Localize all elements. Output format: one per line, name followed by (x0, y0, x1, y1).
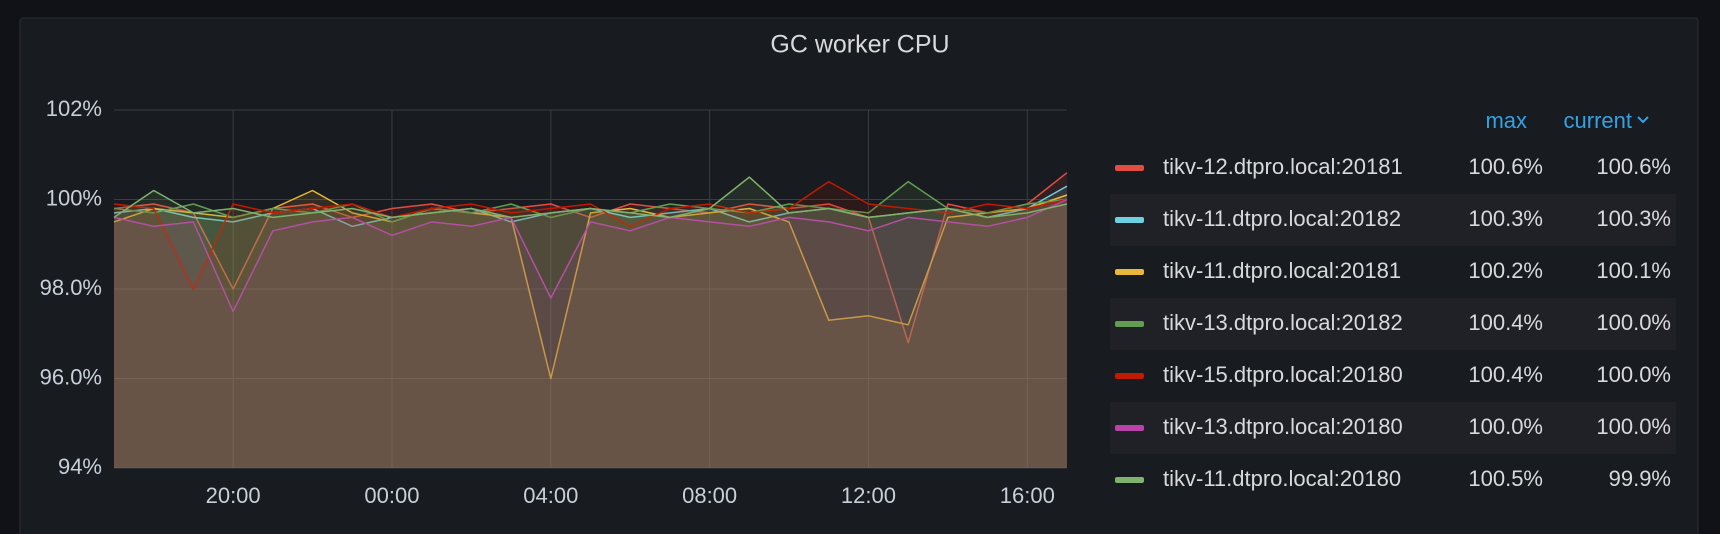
series-area (114, 181, 1067, 468)
x-tick-label: 16:00 (1000, 483, 1055, 508)
legend-swatch (1115, 269, 1144, 275)
legend-label[interactable]: tikv-11.dtpro.local:20182 (1163, 206, 1401, 231)
chart-title: GC worker CPU (770, 31, 949, 59)
legend-max: 100.0% (1468, 414, 1543, 439)
legend-row-band (1110, 194, 1676, 246)
legend-rows: tikv-12.dtpro.local:20181 100.6% 100.6% tik… (1110, 154, 1676, 491)
legend-swatch (1115, 477, 1144, 483)
x-tick-label: 08:00 (682, 483, 737, 508)
legend-swatch (1115, 165, 1144, 171)
legend-max: 100.6% (1468, 154, 1543, 179)
legend-current: 100.0% (1596, 414, 1671, 439)
series-area (114, 190, 1067, 468)
legend-current: 100.6% (1596, 154, 1671, 179)
legend-label[interactable]: tikv-15.dtpro.local:20180 (1163, 362, 1403, 387)
legend-max: 100.2% (1468, 258, 1543, 283)
legend-label[interactable]: tikv-12.dtpro.local:20181 (1163, 154, 1403, 179)
legend-label[interactable]: tikv-13.dtpro.local:20182 (1163, 310, 1403, 335)
legend-swatch (1115, 321, 1144, 327)
legend-current: 99.9% (1609, 466, 1671, 491)
legend-max: 100.5% (1468, 466, 1543, 491)
series-area (114, 199, 1067, 468)
y-tick-label: 98.0% (40, 275, 102, 300)
series-line (113, 176, 1068, 219)
legend-current: 100.0% (1596, 362, 1671, 387)
legend-row-band (1110, 298, 1676, 350)
legend-label[interactable]: tikv-11.dtpro.local:20181 (1163, 258, 1401, 283)
legend-row-band (1110, 402, 1676, 454)
legend-label[interactable]: tikv-13.dtpro.local:20180 (1163, 414, 1403, 439)
x-tick-label: 20:00 (206, 483, 261, 508)
series-line (113, 180, 1068, 290)
grid (114, 109, 1067, 469)
legend-current: 100.1% (1596, 258, 1671, 283)
legend-max: 100.4% (1468, 310, 1543, 335)
legend-current: 100.3% (1596, 206, 1671, 231)
legend-max: 100.3% (1468, 206, 1543, 231)
y-tick-label: 100% (46, 185, 102, 210)
legend-label[interactable]: tikv-11.dtpro.local:20180 (1163, 466, 1401, 491)
legend-swatch (1115, 373, 1144, 379)
legend-current: 100.0% (1596, 310, 1671, 335)
x-tick-label: 00:00 (364, 483, 419, 508)
legend-header[interactable]: max (1485, 108, 1527, 133)
legend-swatch (1115, 217, 1144, 223)
y-tick-label: 96.0% (40, 364, 102, 389)
series-area (114, 181, 1067, 468)
legend-swatch (1115, 425, 1144, 431)
x-tick-label: 12:00 (841, 483, 896, 508)
y-tick-label: 94% (58, 454, 102, 479)
legend-max: 100.4% (1468, 362, 1543, 387)
x-tick-label: 04:00 (523, 483, 578, 508)
sort-chevron (1637, 116, 1649, 124)
series-area (114, 172, 1067, 468)
series-line (113, 198, 1068, 313)
series-area (114, 177, 1067, 468)
legend-header[interactable]: current (1564, 108, 1632, 133)
series-area (114, 186, 1067, 468)
y-tick-label: 102% (46, 96, 102, 121)
